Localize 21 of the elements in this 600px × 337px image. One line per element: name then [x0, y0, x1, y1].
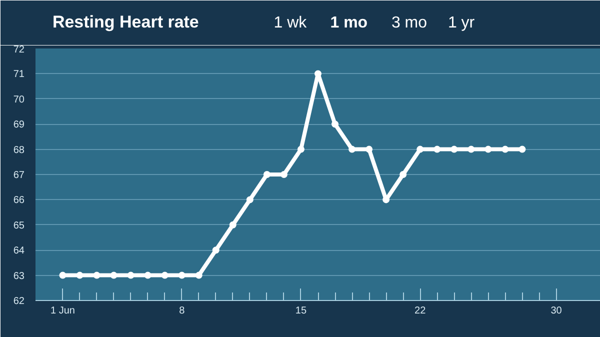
x-tick-label: 30: [550, 306, 562, 316]
y-tick-label: 63: [13, 270, 25, 282]
y-tick-label: 68: [13, 144, 25, 156]
y-tick-label: 69: [13, 120, 25, 131]
text: 3 mo: [391, 14, 428, 32]
x-tick-label: 8: [179, 306, 186, 316]
text: 1 yr: [448, 14, 476, 32]
y-tick-label: 66: [13, 195, 25, 206]
y-tick-label: 71: [13, 69, 25, 80]
x-tick-label: 22: [414, 306, 426, 316]
y-tick-label: 67: [13, 170, 25, 181]
x-tick-label: 15: [295, 306, 307, 316]
text: 1 wk: [274, 14, 308, 32]
y-tick-label: 70: [13, 94, 25, 106]
y-tick-label: 72: [13, 44, 25, 56]
chart-title: Resting Heart rate: [52, 12, 199, 32]
y-tick-label: 62: [13, 296, 25, 307]
y-tick-label: 64: [13, 246, 25, 257]
text: 1 mo: [330, 14, 368, 32]
x-tick-label: 1 Jun: [50, 306, 75, 316]
y-tick-label: 65: [13, 220, 25, 232]
